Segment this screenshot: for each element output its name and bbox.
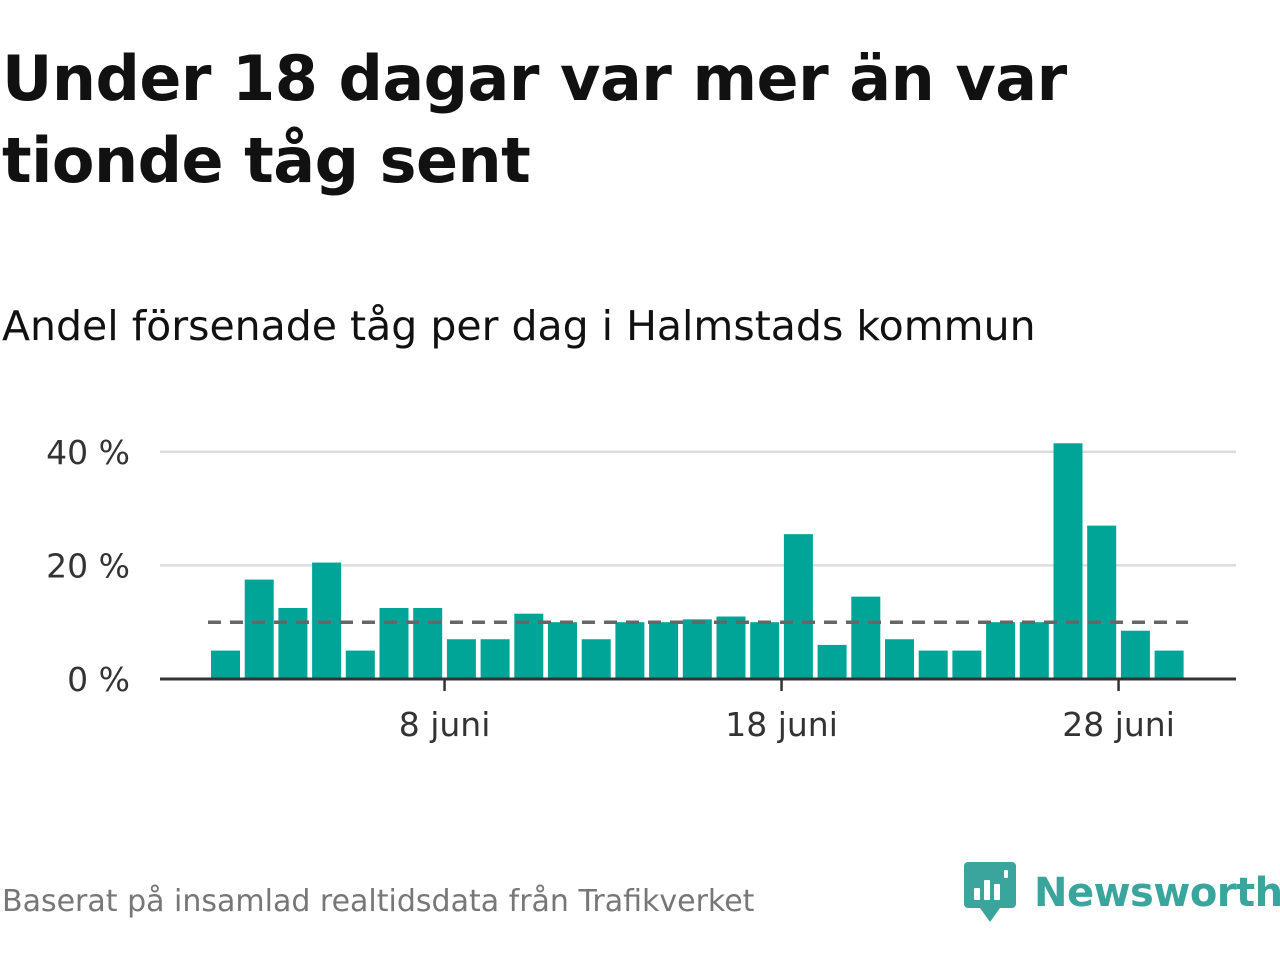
bars: [211, 443, 1184, 679]
bar-2025-06-02: [244, 579, 274, 679]
bar-2025-06-18: [783, 534, 813, 679]
bar-chart: 8 juni 18 juni 28 juni 0 % 20 % 40 %: [46, 433, 1236, 744]
newsworthy-logo-icon: [964, 862, 1016, 922]
bar-2025-06-13: [615, 622, 645, 679]
bar-2025-06-20: [851, 596, 881, 679]
bar-2025-06-11: [548, 622, 577, 679]
bar-2025-06-17: [750, 622, 780, 679]
chart-subtitle: Andel försenade tåg per dag i Halmstads …: [2, 302, 1036, 350]
bar-2025-06-05: [345, 650, 375, 679]
bar-2025-06-14: [649, 622, 679, 679]
y-tick-label-0: 0 %: [67, 660, 130, 699]
bar-2025-06-21: [885, 639, 914, 679]
bar-2025-06-26: [1053, 443, 1083, 679]
y-tick-label-1: 20 %: [46, 546, 130, 585]
bar-2025-06-12: [581, 639, 611, 679]
brand: Newsworthy: [964, 862, 1280, 924]
bar-2025-06-28: [1120, 630, 1150, 679]
bar-2025-06-16: [716, 616, 746, 679]
x-tick-label-1: 18 juni: [725, 705, 838, 744]
bar-2025-06-29: [1154, 650, 1184, 679]
y-tick-label-2: 40 %: [46, 433, 130, 472]
x-tick-label-0: 8 juni: [399, 705, 491, 744]
chart-title: Under 18 dagar var mer än var tionde tåg…: [2, 42, 1067, 197]
bar-2025-06-10: [514, 613, 544, 679]
bar-2025-06-15: [682, 619, 712, 679]
bar-2025-06-03: [278, 608, 308, 679]
x-tick-label-2: 28 juni: [1062, 705, 1175, 744]
source-note: Baserat på insamlad realtidsdata från Tr…: [2, 884, 755, 919]
bar-2025-06-23: [952, 650, 982, 679]
bar-2025-06-22: [918, 650, 948, 679]
bar-2025-06-09: [480, 639, 510, 679]
brand-name: Newsworthy: [1034, 870, 1280, 916]
bar-2025-06-25: [1019, 622, 1049, 679]
bar-2025-06-08: [446, 639, 476, 679]
bar-2025-06-07: [413, 608, 443, 679]
bar-2025-06-19: [817, 644, 847, 679]
bar-2025-06-06: [379, 608, 409, 679]
x-axis: 8 juni 18 juni 28 juni: [160, 677, 1236, 744]
bar-2025-06-27: [1087, 525, 1117, 679]
y-axis-labels: 0 % 20 % 40 %: [46, 433, 130, 699]
bar-2025-06-01: [211, 650, 240, 679]
bar-2025-06-24: [986, 622, 1016, 679]
